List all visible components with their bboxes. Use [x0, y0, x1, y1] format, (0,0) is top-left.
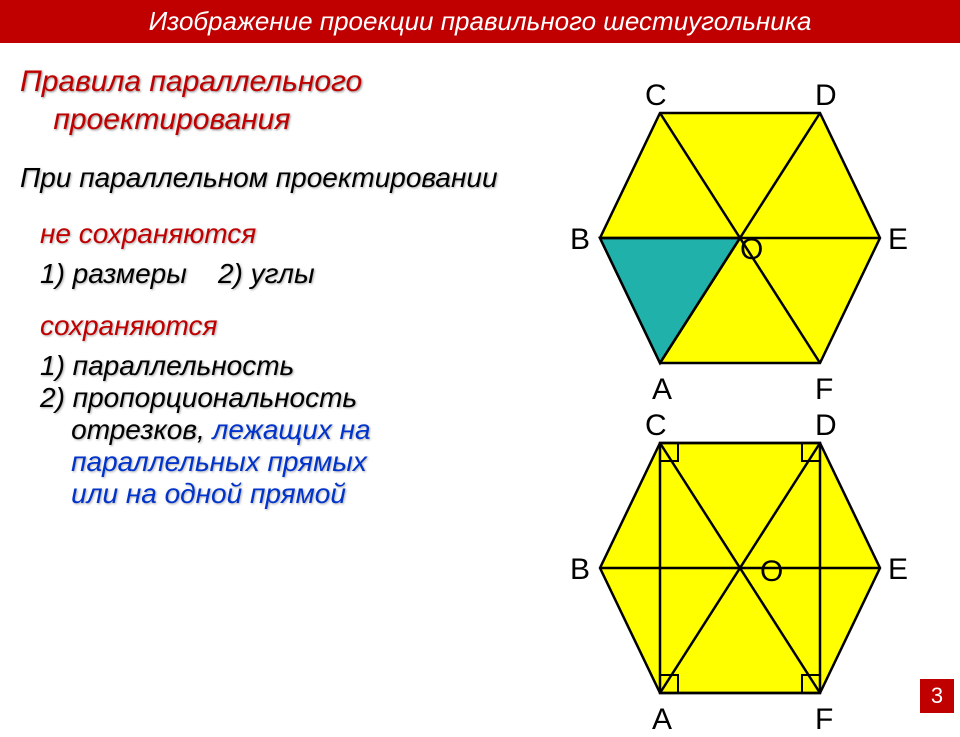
hex1-svg [540, 83, 920, 393]
p-2d2: на одной прямой [126, 478, 346, 509]
not-preserved-items: 1) размеры 2) углы [40, 258, 520, 290]
preserved-label: сохраняются [40, 310, 520, 342]
vertex-label-A: A [652, 373, 672, 407]
hexagon-diagram-1: ABCDEFO [540, 83, 920, 393]
vertex-label-F: F [815, 373, 833, 407]
vertex-label-O: O [760, 555, 783, 589]
np-item2: 2) углы [218, 258, 315, 289]
hexagon-diagram-2: ABCDEFO [540, 413, 920, 723]
vertex-label-F: F [815, 703, 833, 737]
vertex-label-E: E [888, 553, 908, 587]
p-2b-black: отрезков, [71, 414, 212, 445]
intro-text: При параллельном проектировании [20, 162, 520, 194]
vertex-label-B: B [570, 553, 590, 587]
text-column: Правила параллельного проектирования При… [20, 63, 520, 510]
preserved-item1: 1) параллельность [40, 350, 520, 382]
vertex-label-O: O [740, 233, 763, 267]
preserved-item2: 2) пропорциональность отрезков, лежащих … [40, 382, 520, 510]
header-title: Изображение проекции правильного шестиуг… [149, 6, 812, 36]
vertex-label-D: D [815, 409, 837, 443]
vertex-label-A: A [652, 703, 672, 737]
vertex-label-B: B [570, 223, 590, 257]
vertex-label-C: C [645, 409, 667, 443]
p-2b-blue: лежащих на [213, 414, 371, 445]
vertex-label-C: C [645, 79, 667, 113]
p-2a: 2) пропорциональность [40, 382, 357, 413]
vertex-label-E: E [888, 223, 908, 257]
slide-header: Изображение проекции правильного шестиуг… [0, 0, 960, 43]
vertex-label-D: D [815, 79, 837, 113]
subtitle: Правила параллельного проектирования [20, 63, 520, 138]
hex2-svg [540, 413, 920, 723]
subtitle-l1: Правила параллельного [20, 65, 362, 98]
np-item1: 1) размеры [40, 258, 187, 289]
not-preserved-label: не сохраняются [40, 218, 520, 250]
slide-content: Правила параллельного проектирования При… [0, 43, 960, 719]
p-2c: параллельных прямых [71, 446, 367, 477]
p-2d1: или [71, 478, 126, 509]
subtitle-l2: проектирования [53, 103, 290, 136]
page-number: 3 [920, 679, 954, 713]
